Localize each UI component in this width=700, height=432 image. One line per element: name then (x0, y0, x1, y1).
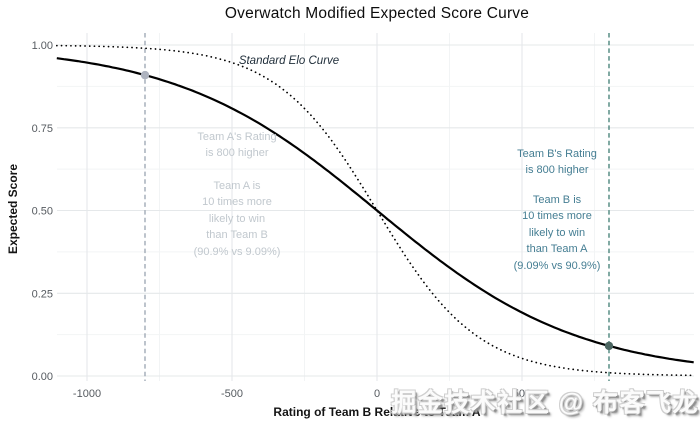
data-point-x800 (604, 341, 614, 351)
annotation-std-elo-label: Standard Elo Curve (179, 53, 399, 69)
y-tick-label: 0.50 (32, 206, 53, 218)
annotation-line: Team A's Rating (197, 131, 277, 143)
annotation-line: Team B is (532, 194, 582, 206)
annotation-line: (9.09% vs 90.9%) (513, 259, 601, 272)
annotation-line: likely to win (208, 212, 266, 225)
annotation-line: Standard Elo Curve (238, 55, 340, 67)
x-tick-label: -500 (221, 388, 243, 400)
annotation-team-a-odds: Team A is 10 times more likely to win than … (127, 178, 347, 260)
x-axis-title: Rating of Team B Relative to Team A (273, 405, 481, 419)
y-tick-label: 0.75 (32, 123, 53, 135)
chart-title: Overwatch Modified Expected Score Curve (224, 5, 530, 22)
annotation-line: than Team A (526, 243, 588, 256)
watermark-text: 掘金技术社区 @ 布客飞龙 (391, 389, 699, 417)
y-tick-label: 1.00 (32, 40, 53, 52)
annotation-line: Team B's Rating (517, 148, 597, 160)
standard-elo-curve (55, 44, 695, 377)
annotation-line: is 800 higher (525, 164, 589, 177)
y-axis-title: Expected Score (6, 163, 20, 255)
y-tick-label: 0.00 (32, 371, 53, 383)
annotation-line: is 800 higher (205, 147, 269, 160)
annotation-line: than Team B (206, 229, 268, 242)
annotation-team-b-odds: Team B is 10 times more likely to win than … (447, 192, 667, 274)
annotation-line: (90.9% vs 9.09%) (193, 245, 281, 258)
annotation-line: 10 times more (202, 196, 272, 209)
annotation-team-b-rating: Team B's Rating is 800 higher (447, 146, 667, 179)
annotation-team-a-rating: Team A's Rating is 800 higher (127, 129, 347, 162)
x-tick-label: -1000 (73, 388, 101, 400)
y-tick-label: 0.25 (32, 288, 53, 300)
annotation-line: 10 times more (522, 210, 592, 223)
modified-curve (56, 57, 694, 364)
x-tick-label: 500 (513, 388, 531, 400)
annotation-line: Team A is (213, 180, 261, 192)
annotation-line: likely to win (528, 226, 586, 239)
x-tick-label: 0 (374, 388, 380, 400)
data-point-x-800 (140, 70, 150, 80)
